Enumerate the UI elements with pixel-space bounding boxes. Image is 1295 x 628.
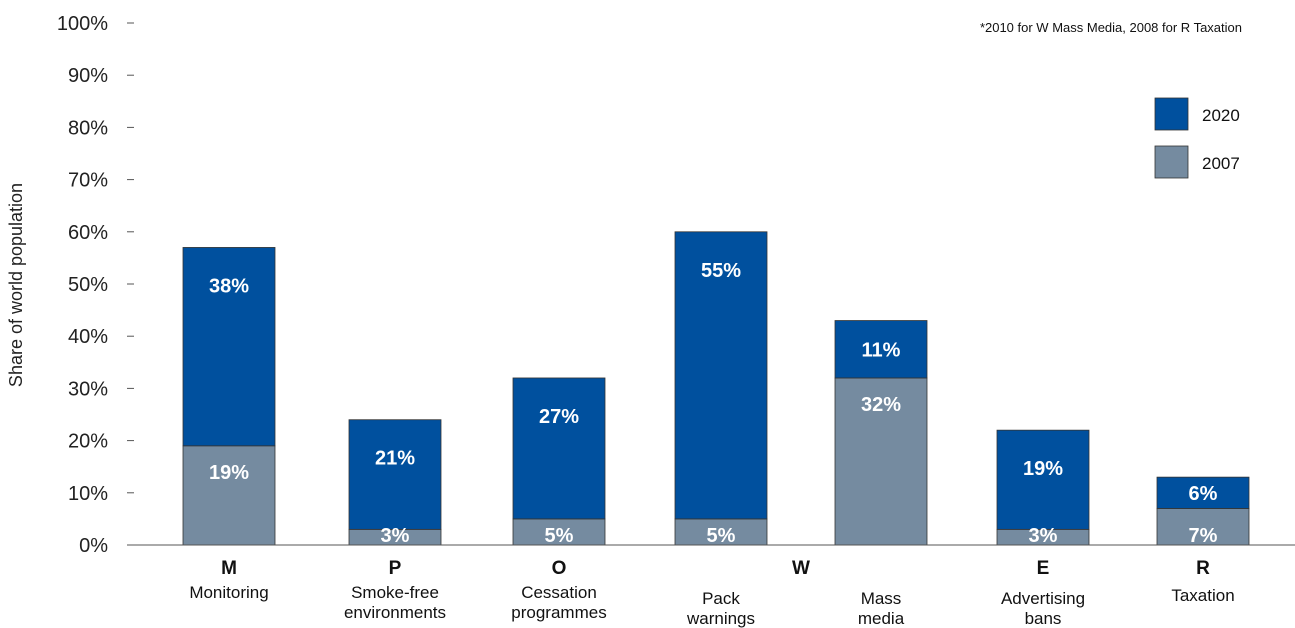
y-tick-label: 30% [68, 378, 108, 400]
bar-2020 [512, 377, 606, 520]
x-category-label: Taxation [1171, 586, 1234, 605]
y-tick-label: 100% [57, 13, 108, 35]
bar-value-label-2007: 5% [707, 525, 736, 547]
y-tick-label: 20% [68, 431, 108, 453]
bar-2020 [182, 247, 276, 447]
bar-2007 [182, 445, 276, 546]
x-category-label: Smoke-free [351, 583, 439, 602]
bars: 19% 38% 3% 21% 5% 27% 5% 55% 32% 11% 3% 19% 7% 6% [182, 231, 1250, 547]
bar-2020 [834, 320, 928, 379]
legend-swatch-2020 [1154, 97, 1189, 131]
bar-value-label-2020: 55% [701, 260, 741, 282]
bar-value-label-2020: 11% [862, 339, 901, 361]
bar-2020 [1156, 476, 1250, 509]
bar-value-label-2007: 3% [1029, 525, 1058, 547]
x-group-letter: O [552, 558, 567, 579]
bar-value-label-2020: 27% [539, 406, 579, 428]
x-group-letter: P [389, 558, 402, 579]
x-category-label: media [858, 609, 905, 628]
bar-2007 [834, 377, 928, 546]
y-tick-label: 50% [68, 274, 108, 296]
y-tick-label: 40% [68, 326, 108, 348]
legend-swatch-2007 [1154, 145, 1189, 179]
bar-2007 [674, 518, 768, 546]
y-tick-label: 80% [68, 117, 108, 139]
bar-value-label-2020: 6% [1189, 483, 1218, 505]
x-category-label: programmes [511, 603, 606, 622]
bar-value-label-2007: 3% [381, 525, 410, 547]
bar-value-label-2007: 32% [861, 394, 901, 416]
bar-2020 [348, 419, 442, 530]
y-tick-label: 70% [68, 170, 108, 192]
legend: 2020 2007 [1154, 97, 1240, 179]
y-axis-label: Share of world population [6, 183, 26, 387]
x-group-letter: R [1196, 558, 1210, 579]
x-category-label: Advertising [1001, 589, 1085, 608]
y-tick-label: 90% [68, 65, 108, 87]
x-category-label: bans [1025, 609, 1062, 628]
bar-value-label-2020: 19% [1023, 458, 1063, 480]
legend-label-2020: 2020 [1202, 106, 1240, 125]
y-tick-label: 0% [79, 535, 108, 557]
bar-value-label-2007: 7% [1189, 525, 1218, 547]
x-group-letter: E [1037, 558, 1050, 579]
x-category-label: environments [344, 603, 446, 622]
bar-value-label-2020: 21% [375, 448, 415, 470]
x-category-label: Monitoring [189, 583, 268, 602]
bar-value-label-2020: 38% [209, 275, 249, 297]
legend-label-2007: 2007 [1202, 154, 1240, 173]
x-category-label: Pack [702, 589, 740, 608]
y-tick-label: 10% [68, 483, 108, 505]
y-axis: 0% 10% 20% 30% 40% 50% 60% 70% 80% 90% 100% [57, 13, 134, 557]
x-group-letter: W [792, 558, 810, 579]
x-category-label: warnings [686, 609, 755, 628]
bar-value-label-2007: 19% [209, 462, 249, 484]
x-category-label: Mass [861, 589, 902, 608]
bar-value-label-2007: 5% [545, 525, 574, 547]
x-group-letter: M [221, 558, 237, 579]
x-category-label: Cessation [521, 583, 597, 602]
bar-2020 [674, 231, 768, 520]
footnote: *2010 for W Mass Media, 2008 for R Taxat… [980, 20, 1242, 35]
bar-2020 [996, 429, 1090, 530]
y-tick-label: 60% [68, 222, 108, 244]
